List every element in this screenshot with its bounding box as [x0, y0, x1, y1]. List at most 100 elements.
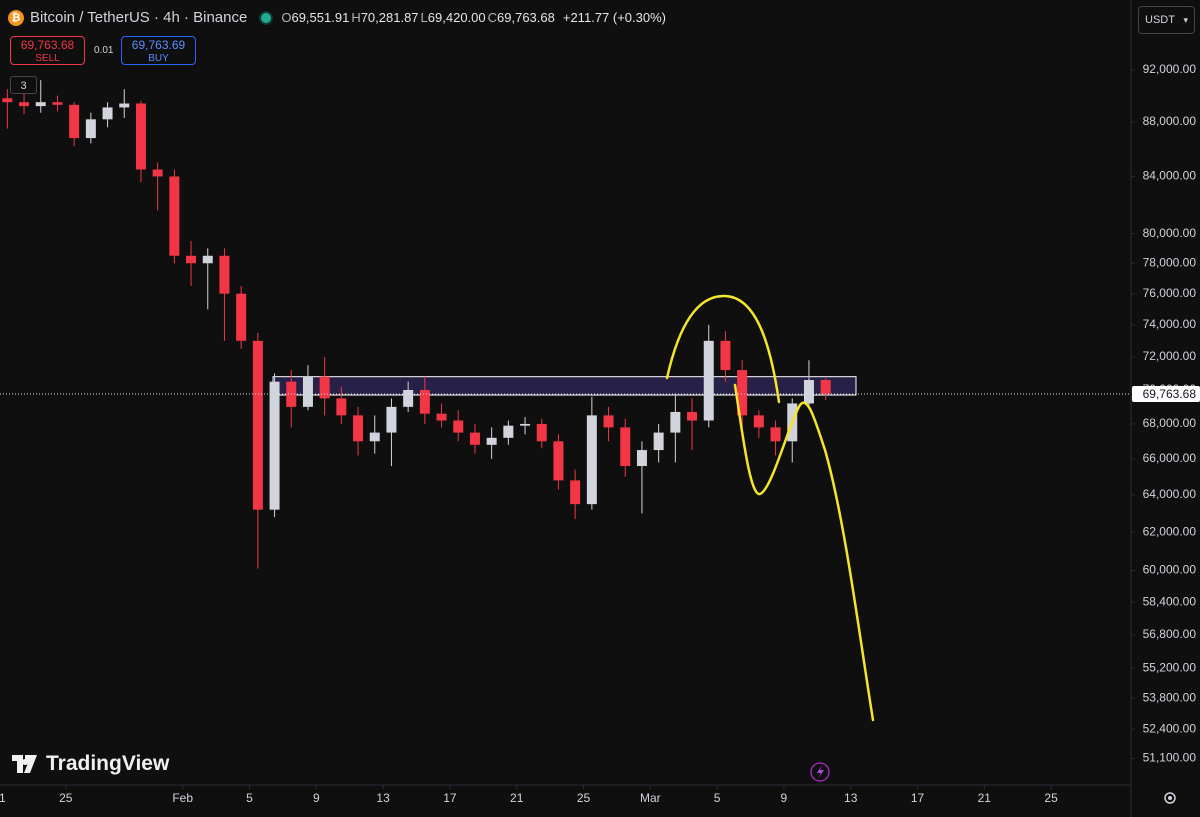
candle-body	[753, 415, 764, 428]
sell-button[interactable]: 69,763.68 SELL	[10, 36, 85, 65]
hand-drawing	[665, 294, 781, 404]
indicator-toggle[interactable]: 3	[10, 76, 37, 94]
x-tick-label: 25	[1044, 791, 1058, 805]
candle-body	[403, 389, 414, 407]
candle-body	[169, 176, 180, 256]
candle-body	[586, 415, 597, 505]
candle-body	[653, 432, 664, 451]
ohlc-key: O	[281, 10, 292, 25]
candle-body	[703, 340, 714, 421]
currency: USDT	[1145, 14, 1175, 26]
y-tick-label: 74,000.00	[1143, 317, 1197, 331]
y-tick-label: 53,800.00	[1143, 690, 1197, 704]
candle-body	[102, 107, 113, 120]
x-tick-label: 13	[376, 791, 390, 805]
candle-body	[186, 255, 197, 264]
candle-body	[803, 380, 814, 404]
ohlc: O69,551.91 H70,281.87 L69,420.00 C69,763.68	[281, 9, 557, 26]
ohlc-key: L	[420, 10, 428, 25]
candle-body	[202, 255, 213, 264]
candle-body	[119, 103, 130, 108]
ohlc-key: C	[487, 10, 498, 25]
candle-body	[553, 441, 564, 481]
candle-body	[670, 411, 681, 433]
candle-body	[135, 103, 146, 170]
candle-body	[636, 450, 647, 467]
indicator-count: 3	[20, 80, 27, 92]
currency-select[interactable]: USDT ▾	[1138, 6, 1195, 34]
candle-body	[219, 255, 230, 294]
candle-body	[19, 102, 30, 107]
candle-body	[353, 415, 364, 442]
coin-icon: ₿	[8, 9, 24, 26]
candle-body	[2, 98, 13, 103]
x-tick-label: 17	[911, 791, 925, 805]
x-tick-label: 5	[714, 791, 721, 805]
candle-body	[269, 381, 280, 510]
candle-body	[536, 423, 547, 442]
brand-mark	[12, 755, 37, 773]
brand-logo	[12, 755, 37, 773]
sell-price: 69,763.68	[20, 38, 75, 52]
buy-button[interactable]: 69,763.69 BUY	[121, 36, 196, 65]
candle-body	[152, 169, 163, 177]
candle-body	[436, 413, 447, 421]
x-tick-label: 5	[246, 791, 253, 805]
candle-body	[369, 432, 380, 442]
status-dot	[261, 12, 272, 23]
y-tick-label: 52,400.00	[1143, 721, 1197, 735]
quantity: 0.01	[94, 45, 114, 56]
candle-body	[720, 340, 731, 371]
candle-body	[69, 104, 80, 139]
candle-body	[252, 340, 263, 510]
settings-icon[interactable]	[1164, 792, 1176, 804]
y-tick-label: 76,000.00	[1143, 286, 1197, 300]
buy-label: BUY	[148, 53, 169, 64]
hand-drawing	[733, 383, 875, 722]
candle-body	[302, 376, 313, 407]
sell-label: SELL	[35, 53, 60, 64]
y-tick-label: 58,400.00	[1143, 594, 1197, 608]
ohlc-value: 69,551.91	[291, 10, 350, 25]
x-tick-label: Feb	[172, 791, 193, 805]
candle-body	[570, 480, 581, 505]
y-tick-label: 68,000.00	[1143, 416, 1197, 430]
x-tick-label: 21	[0, 791, 6, 805]
y-tick-label: 84,000.00	[1143, 169, 1197, 183]
symbol[interactable]: Bitcoin / TetherUS · 4h · Binance	[30, 9, 248, 26]
candle-body	[620, 427, 631, 467]
ohlc-value: 70,281.87	[360, 10, 419, 25]
ohlc-value: 69,763.68	[497, 10, 555, 25]
x-tick-label: 21	[978, 791, 992, 805]
brand-name: TradingView	[46, 752, 170, 775]
candle-body	[85, 119, 96, 139]
last-price-box	[1132, 385, 1200, 402]
x-tick-label: 25	[59, 791, 73, 805]
x-tick-label: 13	[844, 791, 858, 805]
y-tick-label: 62,000.00	[1143, 524, 1197, 538]
candle-body	[419, 389, 430, 414]
y-tick-label: 80,000.00	[1143, 226, 1197, 240]
candle-body	[486, 437, 497, 445]
brand: TradingView	[12, 752, 169, 776]
y-tick-label: 88,000.00	[1143, 114, 1197, 128]
y-tick-label: 64,000.00	[1143, 487, 1197, 501]
y-tick-label: 66,000.00	[1143, 451, 1197, 465]
chevron: ▾	[1183, 15, 1188, 25]
x-tick-label: Mar	[640, 791, 661, 805]
candle-body	[603, 415, 614, 428]
ohlc-value: 69,420.00	[427, 10, 486, 25]
alert-bolt	[817, 765, 824, 779]
y-tick-label: 72,000.00	[1143, 349, 1197, 363]
header: ₿ Bitcoin / TetherUS · 4h · Binance O69,…	[8, 9, 668, 26]
x-tick-label: 17	[443, 791, 457, 805]
x-tick-label: 25	[577, 791, 591, 805]
candle-body	[770, 427, 781, 442]
candle-body	[520, 423, 531, 426]
y-tick-label: 55,200.00	[1143, 660, 1197, 674]
alert-icon[interactable]	[810, 762, 830, 782]
candle-body	[236, 293, 247, 341]
